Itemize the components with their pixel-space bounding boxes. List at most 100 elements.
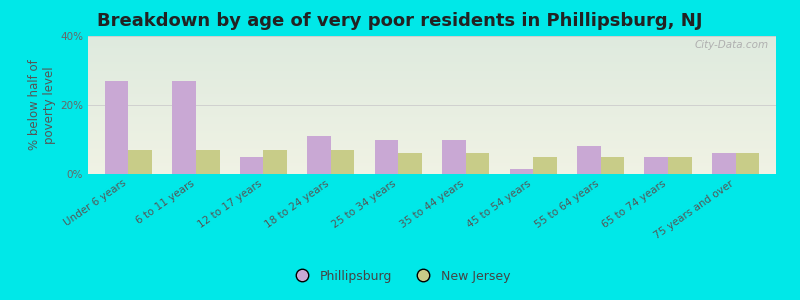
Bar — [88, 70, 776, 72]
Bar — [88, 167, 776, 169]
Text: City-Data.com: City-Data.com — [695, 40, 769, 50]
Bar — [88, 90, 776, 91]
Bar — [88, 44, 776, 46]
Bar — [88, 73, 776, 75]
Bar — [88, 166, 776, 167]
Bar — [88, 141, 776, 142]
Bar — [88, 83, 776, 84]
Bar — [88, 40, 776, 41]
Bar — [88, 126, 776, 127]
Bar — [88, 163, 776, 164]
Bar — [88, 127, 776, 128]
Bar — [88, 59, 776, 61]
Bar — [88, 100, 776, 101]
Bar — [88, 46, 776, 47]
Bar — [88, 84, 776, 86]
Bar — [374, 140, 398, 174]
Bar — [88, 116, 776, 117]
Bar — [88, 113, 776, 115]
Bar — [88, 123, 776, 124]
Bar — [577, 146, 601, 174]
Bar — [88, 128, 776, 130]
Bar — [88, 48, 776, 50]
Bar — [307, 136, 331, 174]
Bar — [88, 54, 776, 55]
Bar — [88, 106, 776, 108]
Bar — [88, 93, 776, 94]
Bar — [88, 88, 776, 90]
Bar — [88, 133, 776, 134]
Bar — [88, 87, 776, 88]
Bar — [88, 79, 776, 80]
Bar — [88, 108, 776, 109]
Bar — [88, 47, 776, 48]
Bar — [88, 55, 776, 57]
Bar — [88, 102, 776, 104]
Bar — [88, 115, 776, 116]
Bar — [88, 149, 776, 151]
Bar — [88, 65, 776, 66]
Bar — [88, 155, 776, 156]
Bar — [331, 150, 354, 174]
Bar — [88, 62, 776, 64]
Bar — [88, 50, 776, 51]
Bar — [88, 38, 776, 39]
Bar — [88, 142, 776, 144]
Bar — [88, 124, 776, 126]
Bar — [88, 137, 776, 138]
Bar — [88, 148, 776, 149]
Text: Breakdown by age of very poor residents in Phillipsburg, NJ: Breakdown by age of very poor residents … — [98, 12, 702, 30]
Bar — [88, 169, 776, 170]
Bar — [398, 153, 422, 174]
Bar — [88, 172, 776, 174]
Bar — [88, 69, 776, 70]
Bar — [88, 101, 776, 102]
Bar — [88, 75, 776, 76]
Bar — [88, 112, 776, 113]
Bar — [466, 153, 490, 174]
Bar — [88, 162, 776, 163]
Bar — [88, 68, 776, 69]
Bar — [88, 120, 776, 122]
Bar — [88, 97, 776, 98]
Bar — [88, 122, 776, 123]
Bar — [88, 164, 776, 166]
Bar — [88, 76, 776, 77]
Bar — [88, 66, 776, 68]
Bar — [88, 58, 776, 59]
Bar — [88, 109, 776, 110]
Bar — [88, 144, 776, 145]
Bar — [129, 150, 152, 174]
Bar — [88, 140, 776, 141]
Bar — [712, 153, 735, 174]
Bar — [240, 157, 263, 174]
Bar — [88, 117, 776, 119]
Bar — [88, 51, 776, 52]
Bar — [88, 39, 776, 40]
Bar — [88, 41, 776, 43]
Bar — [601, 157, 624, 174]
Bar — [88, 43, 776, 44]
Bar — [88, 98, 776, 100]
Bar — [88, 138, 776, 140]
Bar — [88, 160, 776, 162]
Bar — [88, 158, 776, 159]
Bar — [88, 36, 776, 38]
Bar — [88, 145, 776, 146]
Bar — [88, 64, 776, 65]
Bar — [88, 77, 776, 79]
Bar — [88, 119, 776, 120]
Bar — [88, 156, 776, 158]
Bar — [88, 171, 776, 172]
Bar — [668, 157, 692, 174]
Bar — [88, 94, 776, 95]
Bar — [88, 153, 776, 155]
Bar — [263, 150, 287, 174]
Bar — [88, 80, 776, 82]
Bar — [442, 140, 466, 174]
Bar — [88, 82, 776, 83]
Bar — [88, 61, 776, 62]
Y-axis label: % below half of
poverty level: % below half of poverty level — [28, 60, 56, 150]
Bar — [88, 91, 776, 93]
Bar — [88, 72, 776, 73]
